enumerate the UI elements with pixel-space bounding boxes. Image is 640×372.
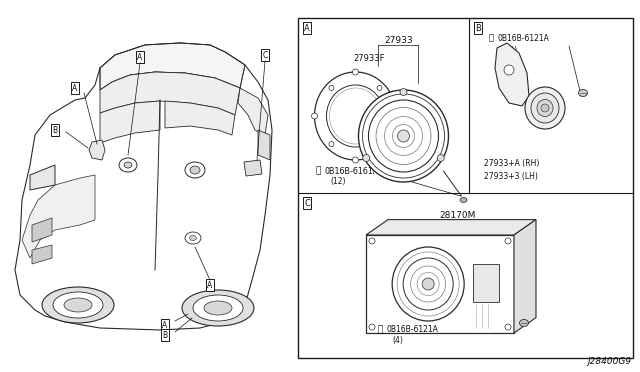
Text: (12): (12) bbox=[330, 176, 346, 186]
Polygon shape bbox=[15, 43, 272, 330]
Polygon shape bbox=[366, 219, 536, 235]
Ellipse shape bbox=[504, 65, 514, 75]
Ellipse shape bbox=[377, 86, 382, 90]
Ellipse shape bbox=[204, 301, 232, 315]
Text: 27933: 27933 bbox=[384, 35, 413, 45]
Ellipse shape bbox=[329, 86, 334, 90]
Ellipse shape bbox=[520, 320, 529, 327]
Ellipse shape bbox=[314, 72, 397, 160]
Ellipse shape bbox=[185, 232, 201, 244]
Text: 27933+A (RH): 27933+A (RH) bbox=[484, 158, 540, 167]
Text: 27933F: 27933F bbox=[353, 54, 385, 62]
Text: A: A bbox=[163, 321, 168, 330]
Ellipse shape bbox=[537, 99, 553, 116]
Bar bbox=[366, 235, 514, 333]
Text: B: B bbox=[475, 23, 481, 32]
Ellipse shape bbox=[119, 158, 137, 172]
Text: B: B bbox=[163, 330, 168, 340]
Polygon shape bbox=[89, 140, 105, 160]
Ellipse shape bbox=[190, 166, 200, 174]
Ellipse shape bbox=[189, 235, 196, 241]
Polygon shape bbox=[32, 245, 52, 264]
Ellipse shape bbox=[353, 157, 358, 163]
Polygon shape bbox=[514, 219, 536, 333]
Text: C: C bbox=[304, 199, 310, 208]
Ellipse shape bbox=[326, 85, 385, 147]
Text: J28400G9: J28400G9 bbox=[588, 357, 632, 366]
Polygon shape bbox=[258, 130, 270, 160]
Polygon shape bbox=[100, 101, 160, 143]
Ellipse shape bbox=[185, 162, 205, 178]
Ellipse shape bbox=[53, 292, 103, 318]
Polygon shape bbox=[32, 218, 52, 242]
Text: A: A bbox=[138, 52, 143, 61]
Polygon shape bbox=[244, 160, 262, 176]
Ellipse shape bbox=[422, 278, 434, 290]
Text: A: A bbox=[304, 23, 310, 32]
Ellipse shape bbox=[437, 154, 444, 161]
Text: A: A bbox=[72, 83, 77, 93]
Ellipse shape bbox=[394, 113, 399, 119]
Text: Ⓢ: Ⓢ bbox=[378, 326, 383, 334]
Bar bbox=[472, 264, 499, 302]
Ellipse shape bbox=[358, 90, 449, 182]
Polygon shape bbox=[22, 175, 95, 258]
Text: Ⓢ: Ⓢ bbox=[489, 33, 494, 42]
Ellipse shape bbox=[182, 290, 254, 326]
Ellipse shape bbox=[42, 287, 114, 323]
Ellipse shape bbox=[329, 142, 334, 147]
Polygon shape bbox=[100, 72, 240, 115]
Ellipse shape bbox=[124, 162, 132, 168]
Text: 0B16B-6121A: 0B16B-6121A bbox=[498, 33, 550, 42]
Ellipse shape bbox=[541, 104, 549, 112]
Polygon shape bbox=[495, 43, 529, 106]
Ellipse shape bbox=[312, 113, 317, 119]
Ellipse shape bbox=[193, 295, 243, 321]
Polygon shape bbox=[238, 88, 268, 135]
Ellipse shape bbox=[525, 87, 565, 129]
Bar bbox=[298, 18, 633, 358]
Text: C: C bbox=[262, 51, 268, 60]
Ellipse shape bbox=[353, 69, 358, 75]
Ellipse shape bbox=[377, 142, 382, 147]
Text: B: B bbox=[52, 125, 58, 135]
Ellipse shape bbox=[460, 198, 467, 202]
Text: 0B16B-6121A: 0B16B-6121A bbox=[387, 326, 439, 334]
Text: (4): (4) bbox=[392, 337, 403, 346]
Text: 27933+3 (LH): 27933+3 (LH) bbox=[484, 171, 538, 180]
Polygon shape bbox=[100, 43, 245, 90]
Ellipse shape bbox=[397, 130, 410, 142]
Ellipse shape bbox=[400, 89, 407, 96]
Polygon shape bbox=[165, 101, 235, 135]
Polygon shape bbox=[30, 165, 55, 190]
Text: ( 2): ( 2) bbox=[504, 45, 517, 55]
Text: 0B16B-6161A: 0B16B-6161A bbox=[325, 167, 380, 176]
Text: Ⓢ: Ⓢ bbox=[316, 167, 321, 176]
Text: A: A bbox=[207, 280, 212, 289]
Ellipse shape bbox=[531, 93, 559, 123]
Ellipse shape bbox=[64, 298, 92, 312]
Text: 28170M: 28170M bbox=[440, 211, 476, 219]
Ellipse shape bbox=[579, 90, 588, 96]
Ellipse shape bbox=[363, 154, 370, 161]
